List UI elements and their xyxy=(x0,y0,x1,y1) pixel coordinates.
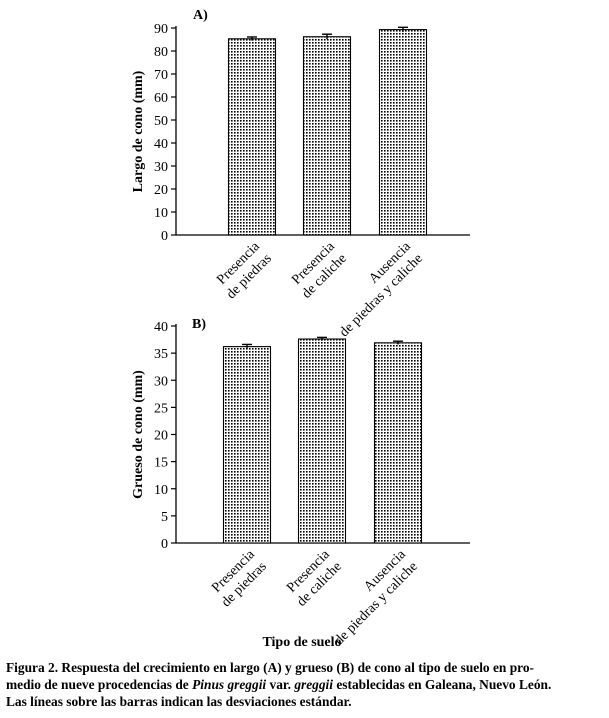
caption-line-3: Las líneas sobre las barras indican las … xyxy=(6,694,352,709)
panel-label: A) xyxy=(193,8,208,23)
caption-line-2-c: establecidas en Galeana, Nuevo León. xyxy=(333,677,552,692)
y-tick-label: 30 xyxy=(154,374,168,389)
y-tick-label: 0 xyxy=(161,229,168,244)
y-tick-label: 30 xyxy=(154,160,168,175)
y-tick-label: 10 xyxy=(154,206,168,221)
y-axis-title: Largo de cono (mm) xyxy=(131,70,146,192)
caption-line-2-b: var. xyxy=(266,677,295,692)
y-tick-label: 35 xyxy=(154,347,168,362)
bar xyxy=(378,29,428,236)
y-tick-label: 25 xyxy=(154,401,168,416)
y-axis-title: Grueso de cono (mm) xyxy=(131,370,146,499)
y-tick-label: 15 xyxy=(154,456,168,471)
y-tick-label: 5 xyxy=(161,510,168,525)
y-tick-label: 50 xyxy=(154,114,168,129)
x-tick-label: Presenciade caliche xyxy=(282,547,345,610)
bar xyxy=(222,346,272,544)
y-tick-label: 20 xyxy=(154,429,168,444)
y-tick-label: 90 xyxy=(154,22,168,37)
x-tick-label: Presenciade piedras xyxy=(212,239,276,303)
y-tick-label: 70 xyxy=(154,68,168,83)
x-tick-label: Presenciade caliche xyxy=(287,239,350,302)
y-tick-label: 80 xyxy=(154,45,168,60)
bar xyxy=(302,36,352,236)
y-tick-label: 60 xyxy=(154,91,168,106)
caption-line-1: Figura 2. Respuesta del crecimiento en l… xyxy=(6,660,535,675)
caption-line-2: medio de nueve procedencias de Pinus gre… xyxy=(6,676,604,693)
y-tick-label: 20 xyxy=(154,183,168,198)
bar xyxy=(227,38,277,236)
caption-line-2-a: medio de nueve procedencias de xyxy=(6,677,193,692)
figure-caption: Figura 2. Respuesta del crecimiento en l… xyxy=(6,659,604,710)
bar xyxy=(297,338,347,544)
y-tick-label: 0 xyxy=(161,537,168,552)
y-tick-label: 40 xyxy=(154,137,168,152)
x-tick-label: Presenciade piedras xyxy=(207,547,271,611)
bar xyxy=(373,342,423,544)
caption-species: Pinus greggii xyxy=(192,677,267,692)
y-tick-label: 40 xyxy=(154,320,168,335)
panel-a-chart: 0 10 20 30 40 50 60 70 80 90 A) Largo de cono (mm) P… xyxy=(131,8,470,340)
x-axis-title: Tipo de suelo xyxy=(262,635,341,650)
panel-b-chart: 0 5 10 15 20 25 30 35 40 B) Grueso de cono (mm) Pre… xyxy=(131,317,470,650)
panel-label: B) xyxy=(192,317,206,332)
y-tick-label: 10 xyxy=(154,483,168,498)
caption-variety: greggii xyxy=(294,677,333,692)
